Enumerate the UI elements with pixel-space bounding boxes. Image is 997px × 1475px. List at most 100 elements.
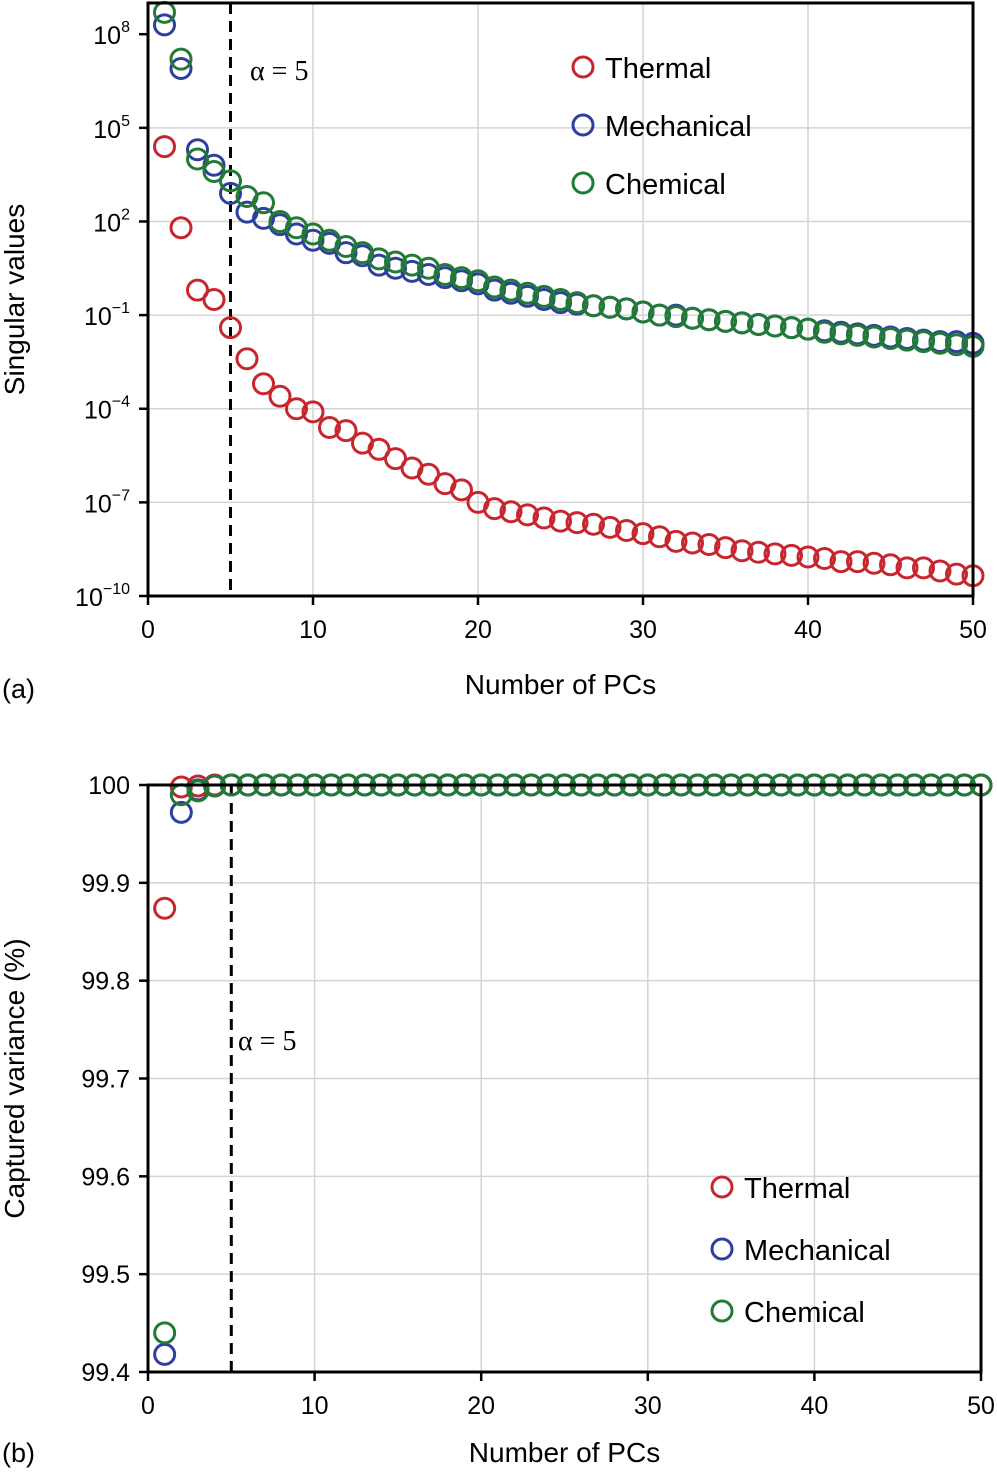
y-tick-label: 10−7 (84, 487, 130, 518)
legend-label-chemical: Chemical (605, 169, 726, 201)
data-point-thermal (813, 547, 836, 571)
data-point-thermal (747, 540, 770, 564)
legend-label-mechanical: Mechanical (605, 111, 752, 143)
data-point-chemical (813, 320, 836, 344)
data-point-thermal (648, 525, 671, 549)
legend-label-mechanical: Mechanical (744, 1235, 891, 1267)
y-tick-label: 100 (88, 772, 130, 800)
data-point-mechanical (169, 57, 193, 81)
y-tick-label: 99.9 (81, 870, 130, 898)
chart-panel-a: 0 10 20 30 40 5010−1010−710−410−1102105108Num… (0, 0, 987, 704)
data-point-chemical (400, 253, 424, 277)
y-tick-label: 105 (93, 113, 130, 144)
data-point-thermal (895, 556, 919, 580)
data-point-chemical (367, 247, 391, 271)
plot-frame (146, 1, 975, 598)
data-point-chemical (730, 311, 754, 335)
data-point-chemical (829, 322, 853, 346)
alpha-annotation: α = 5 (250, 56, 308, 87)
data-point-thermal (318, 415, 341, 439)
legend-marker-thermal (571, 55, 595, 79)
y-tick-base: 10 (93, 116, 121, 144)
data-point-chemical (186, 779, 210, 803)
y-tick-base: 10 (84, 303, 112, 331)
data-point-thermal (334, 419, 358, 443)
legend-label-chemical: Chemical (744, 1297, 865, 1329)
data-point-thermal (169, 216, 193, 240)
data-point-thermal (681, 531, 704, 555)
data-point-thermal (499, 500, 523, 524)
data-point-chemical (532, 284, 556, 308)
data-point-mechanical (301, 228, 325, 252)
data-point-thermal (301, 400, 325, 424)
y-tick-base: 10 (93, 22, 121, 50)
data-point-chemical (879, 327, 902, 351)
data-point-thermal (780, 543, 803, 567)
data-point-chemical (549, 288, 572, 311)
data-point-chemical (846, 323, 869, 347)
x-tick-label: 20 (464, 616, 492, 644)
y-tick-label: 99.4 (81, 1359, 130, 1387)
x-tick-label: 40 (800, 1392, 828, 1420)
data-point-thermal (928, 559, 952, 583)
data-point-thermal (565, 511, 589, 535)
alpha-annotation: α = 5 (238, 1026, 296, 1057)
legend-label-thermal: Thermal (744, 1173, 850, 1205)
data-point-chemical (912, 330, 935, 354)
data-point-chemical (648, 303, 671, 327)
data-point-chemical (862, 325, 886, 349)
data-point-thermal (763, 542, 787, 566)
data-point-mechanical (219, 181, 242, 205)
data-point-chemical (598, 295, 622, 319)
y-tick-label: 99.5 (81, 1261, 130, 1289)
data-point-mechanical (153, 13, 176, 37)
data-point-mechanical (334, 241, 358, 265)
data-point-chemical (763, 314, 787, 338)
data-point-thermal (796, 545, 820, 569)
y-tick-exponent: −1 (112, 300, 130, 317)
y-tick-label: 10−1 (84, 300, 130, 331)
data-point-thermal (549, 509, 572, 533)
data-point-chemical (186, 147, 209, 171)
data-point-thermal (252, 372, 275, 396)
data-point-thermal (730, 539, 754, 563)
data-point-chemical (714, 309, 737, 333)
x-axis-label: Number of PCs (465, 669, 656, 700)
data-point-chemical (664, 305, 688, 329)
data-point-chemical (747, 312, 770, 336)
data-point-chemical (483, 275, 506, 299)
data-point-thermal (285, 397, 308, 421)
data-point-mechanical (186, 138, 209, 162)
x-tick-label: 10 (299, 616, 327, 644)
y-tick-exponent: −7 (112, 487, 130, 504)
y-tick-label: 10−4 (84, 394, 130, 425)
y-tick-base: 10 (93, 209, 121, 237)
y-tick-label: 108 (93, 19, 130, 50)
data-point-thermal (829, 550, 853, 574)
data-point-chemical (697, 308, 721, 332)
y-tick-exponent: 8 (121, 19, 130, 36)
legend-marker-mechanical (571, 113, 595, 137)
y-tick-exponent: −10 (103, 581, 130, 598)
data-point-chemical (516, 281, 539, 305)
data-point-mechanical (169, 800, 193, 824)
x-tick-label: 10 (301, 1392, 329, 1420)
y-tick-exponent: −4 (112, 394, 130, 411)
y-tick-label: 99.7 (81, 1066, 130, 1094)
data-point-chemical (169, 47, 193, 71)
data-point-chemical (780, 316, 803, 340)
data-point-chemical (895, 328, 919, 352)
data-point-chemical (153, 1321, 177, 1345)
data-point-thermal (202, 288, 226, 311)
y-tick-label: 99.8 (81, 968, 130, 996)
data-point-chemical (928, 331, 952, 355)
data-point-thermal (862, 551, 886, 575)
legend-marker-thermal (710, 1175, 734, 1199)
data-point-chemical (796, 317, 820, 341)
data-point-thermal (483, 497, 506, 521)
x-tick-label: 40 (794, 616, 822, 644)
data-point-chemical (565, 291, 589, 315)
y-tick-base: 10 (75, 584, 103, 612)
data-point-thermal (268, 384, 292, 408)
